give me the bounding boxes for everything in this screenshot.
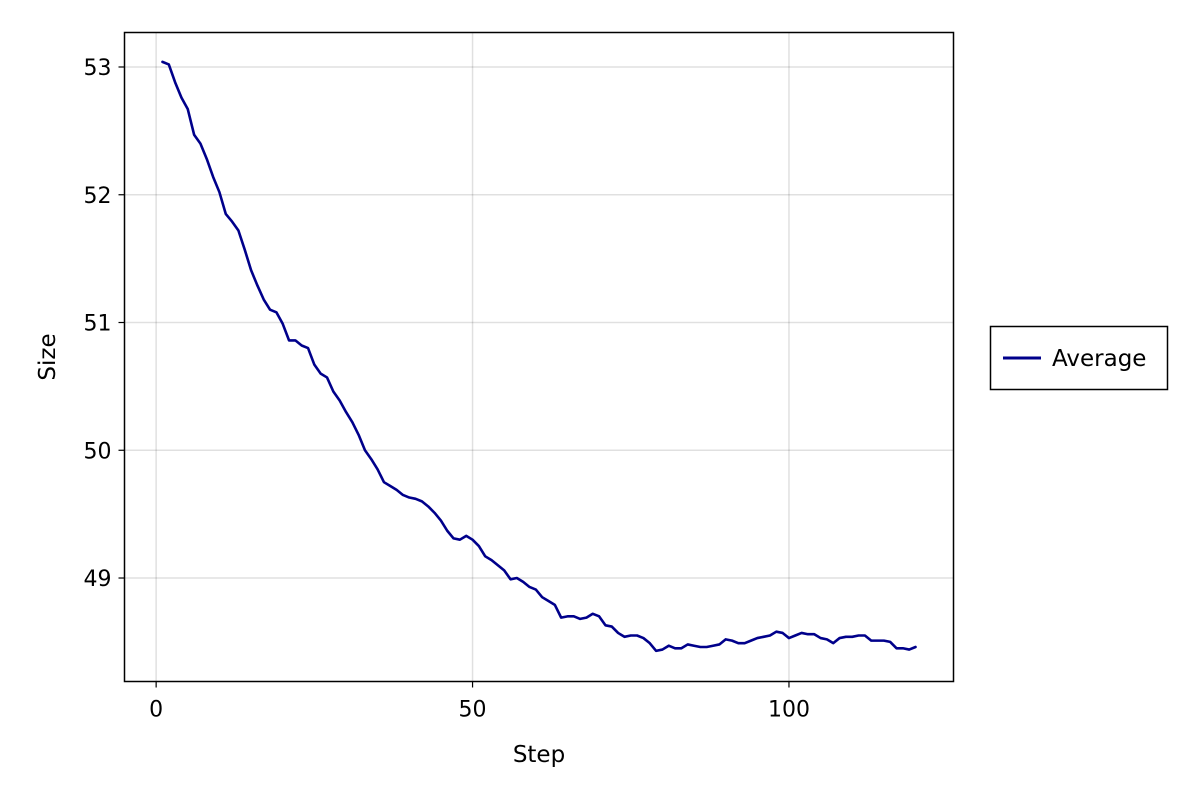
y-axis-label: Size — [35, 333, 61, 380]
y-tick-label: 53 — [84, 56, 112, 81]
y-tick-label: 50 — [84, 439, 112, 464]
legend: Average — [989, 325, 1169, 391]
legend-label-average: Average — [1052, 346, 1146, 372]
series-line-average — [161, 60, 917, 653]
y-tick-label: 51 — [84, 312, 112, 337]
x-tick-label: 100 — [768, 698, 810, 723]
y-tick-label: 49 — [84, 567, 112, 592]
series-layer — [161, 60, 917, 653]
x-tick-label: 0 — [149, 698, 163, 723]
x-tick-label: 50 — [459, 698, 487, 723]
x-axis-label: Step — [513, 742, 565, 768]
plot-area-frame — [123, 31, 955, 683]
gridlines — [124, 32, 954, 682]
y-tick-label: 52 — [84, 184, 112, 209]
axis-ticks: 0 50 100 49 50 51 52 53 — [84, 56, 810, 723]
